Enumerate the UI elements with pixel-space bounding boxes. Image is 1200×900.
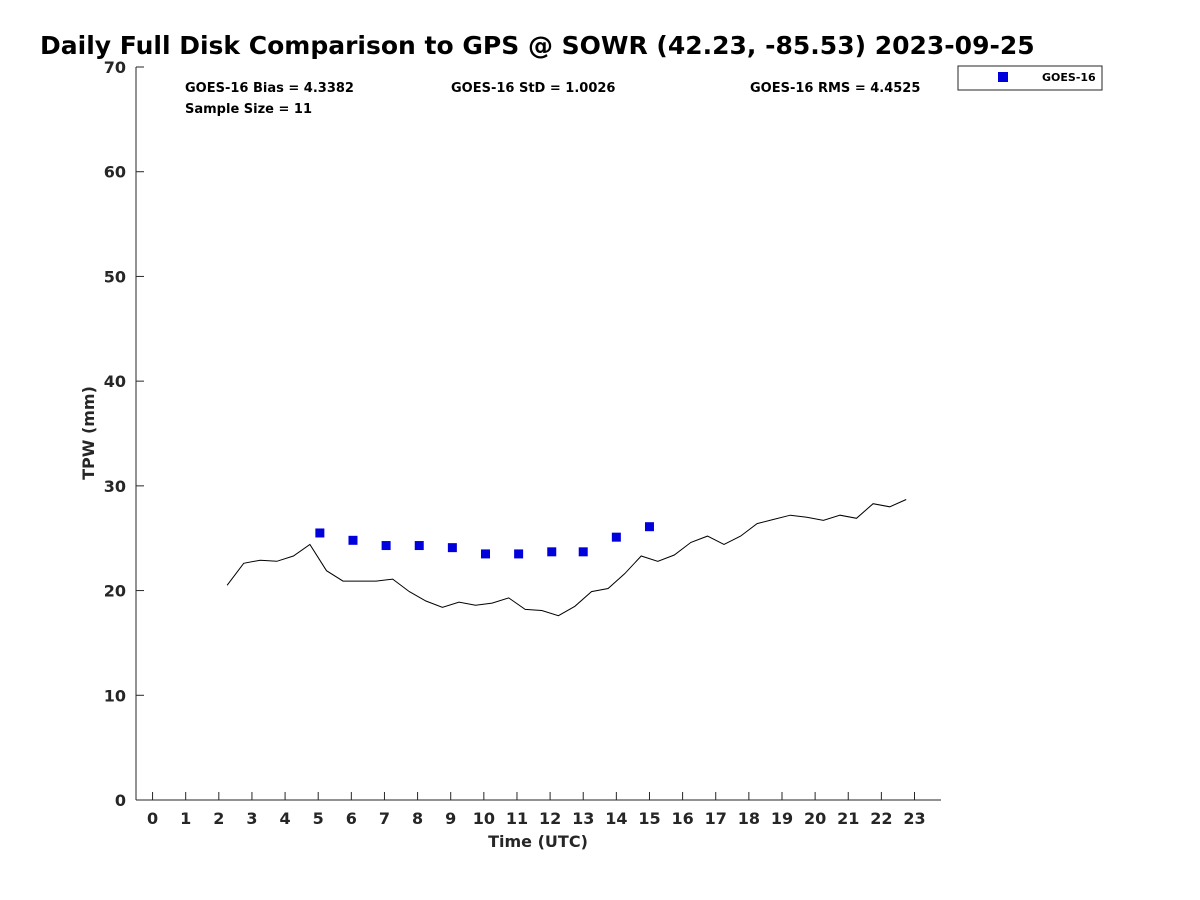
annotation-std: GOES-16 StD = 1.0026 <box>451 81 615 96</box>
goes16-point <box>414 541 424 551</box>
x-tick-label: 2 <box>213 809 224 828</box>
y-tick-label: 10 <box>104 686 126 705</box>
legend-marker <box>998 72 1008 82</box>
x-tick-label: 1 <box>180 809 191 828</box>
x-tick-label: 13 <box>572 809 594 828</box>
chart-title: Daily Full Disk Comparison to GPS @ SOWR… <box>40 31 1035 60</box>
x-tick-label: 15 <box>638 809 660 828</box>
y-tick-label: 50 <box>104 267 126 286</box>
goes16-point <box>578 547 588 557</box>
x-tick-label: 7 <box>379 809 390 828</box>
x-tick-label: 10 <box>473 809 495 828</box>
x-tick-label: 12 <box>539 809 561 828</box>
y-tick-label: 70 <box>104 58 126 77</box>
goes16-point <box>315 528 325 538</box>
goes16-point <box>381 541 391 551</box>
legend-label: GOES-16 <box>1042 71 1096 84</box>
y-tick-label: 30 <box>104 477 126 496</box>
y-tick-label: 60 <box>104 163 126 182</box>
x-tick-label: 21 <box>837 809 859 828</box>
x-tick-label: 4 <box>280 809 291 828</box>
x-tick-label: 3 <box>246 809 257 828</box>
annotation-bias: GOES-16 Bias = 4.3382 <box>185 81 354 96</box>
x-tick-label: 18 <box>738 809 760 828</box>
x-tick-label: 8 <box>412 809 423 828</box>
legend: GOES-16 <box>957 65 1103 91</box>
x-tick-label: 6 <box>346 809 357 828</box>
goes16-markers <box>315 522 654 559</box>
x-tick-label: 23 <box>903 809 925 828</box>
goes16-point <box>447 543 457 553</box>
x-tick-label: 20 <box>804 809 826 828</box>
annotation-sample-size: Sample Size = 11 <box>185 102 312 117</box>
x-tick-label: 14 <box>605 809 627 828</box>
y-axis-label: TPW (mm) <box>79 386 98 480</box>
x-tick-label: 5 <box>313 809 324 828</box>
x-tick-label: 17 <box>705 809 727 828</box>
y-tick-label: 40 <box>104 372 126 391</box>
y-tick-label: 20 <box>104 582 126 601</box>
annotation-rms: GOES-16 RMS = 4.4525 <box>750 81 920 96</box>
x-axis-label: Time (UTC) <box>488 832 588 851</box>
y-tick-label: 0 <box>115 791 126 810</box>
gps-tpw-line <box>226 499 907 617</box>
legend-box <box>957 65 1103 91</box>
x-tick-label: 19 <box>771 809 793 828</box>
x-tick-label: 0 <box>147 809 158 828</box>
goes16-point <box>644 522 654 532</box>
goes16-point <box>547 547 557 557</box>
x-tick-label: 11 <box>506 809 528 828</box>
x-tick-label: 22 <box>870 809 892 828</box>
x-tick-label: 9 <box>445 809 456 828</box>
x-tick-label: 16 <box>671 809 693 828</box>
goes16-point <box>514 549 524 559</box>
goes16-point <box>611 532 621 542</box>
y-ticks: 0 10 20 30 40 50 60 70 <box>104 58 144 810</box>
goes16-point <box>480 549 490 559</box>
x-ticks: 0 1 2 3 4 5 6 7 8 9 10 11 12 13 14 15 16 17 18 19 20 21 22 23 <box>147 792 926 828</box>
goes16-point <box>348 535 358 545</box>
